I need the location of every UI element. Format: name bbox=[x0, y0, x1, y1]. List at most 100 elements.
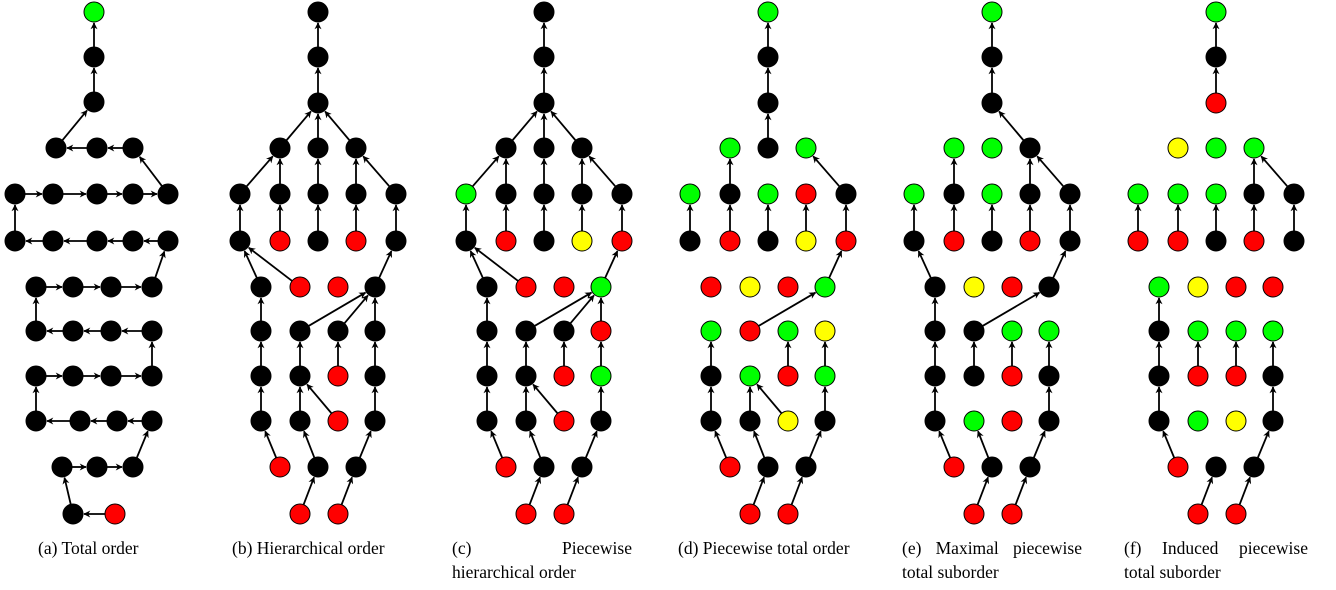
node-a bbox=[141, 410, 163, 432]
edge-b bbox=[324, 110, 351, 141]
node-b bbox=[289, 365, 311, 387]
node-c bbox=[571, 456, 593, 478]
node-a bbox=[42, 230, 64, 252]
node-d bbox=[795, 456, 817, 478]
node-f bbox=[1262, 410, 1284, 432]
node-c bbox=[533, 183, 555, 205]
node-a bbox=[141, 365, 163, 387]
node-b bbox=[327, 365, 349, 387]
node-b bbox=[229, 183, 251, 205]
node-b bbox=[364, 320, 386, 342]
node-b bbox=[345, 137, 367, 159]
node-a bbox=[122, 183, 144, 205]
node-c bbox=[476, 276, 498, 298]
node-d bbox=[757, 92, 779, 114]
node-c bbox=[590, 410, 612, 432]
node-d bbox=[777, 276, 799, 298]
node-e bbox=[963, 503, 985, 525]
node-a bbox=[86, 230, 108, 252]
node-c bbox=[495, 230, 517, 252]
node-b bbox=[250, 365, 272, 387]
node-a bbox=[86, 456, 108, 478]
edge-c bbox=[569, 294, 595, 324]
node-b bbox=[269, 183, 291, 205]
node-f bbox=[1187, 365, 1209, 387]
node-a bbox=[51, 456, 73, 478]
node-e bbox=[963, 365, 985, 387]
node-e bbox=[924, 276, 946, 298]
node-f bbox=[1187, 320, 1209, 342]
figure bbox=[4, 1, 1305, 525]
node-c bbox=[571, 230, 593, 252]
node-f bbox=[1205, 456, 1227, 478]
node-b bbox=[289, 410, 311, 432]
node-e bbox=[1001, 365, 1023, 387]
node-d bbox=[814, 410, 836, 432]
node-c bbox=[476, 410, 498, 432]
node-c bbox=[476, 365, 498, 387]
node-e bbox=[1038, 365, 1060, 387]
node-f bbox=[1127, 183, 1149, 205]
node-f bbox=[1243, 183, 1265, 205]
node-c bbox=[553, 276, 575, 298]
node-b bbox=[307, 456, 329, 478]
node-e bbox=[981, 137, 1003, 159]
edge-b bbox=[248, 246, 293, 282]
node-f bbox=[1262, 365, 1284, 387]
node-b bbox=[327, 276, 349, 298]
node-a bbox=[100, 320, 122, 342]
node-a bbox=[4, 230, 26, 252]
edge-d bbox=[753, 430, 766, 459]
edge-b bbox=[308, 291, 367, 327]
node-c bbox=[533, 92, 555, 114]
node-b bbox=[269, 456, 291, 478]
node-d bbox=[814, 320, 836, 342]
node-a bbox=[25, 365, 47, 387]
node-d bbox=[777, 503, 799, 525]
node-c bbox=[455, 230, 477, 252]
edge-b bbox=[340, 476, 354, 505]
edge-c bbox=[588, 155, 617, 188]
node-f bbox=[1225, 320, 1247, 342]
node-d bbox=[679, 183, 701, 205]
edge-c bbox=[534, 291, 593, 327]
node-c bbox=[553, 320, 575, 342]
caption-a: (a) Total order bbox=[38, 538, 139, 558]
node-e bbox=[924, 320, 946, 342]
node-e bbox=[1019, 137, 1041, 159]
node-b bbox=[345, 230, 367, 252]
node-d bbox=[795, 183, 817, 205]
node-a bbox=[122, 230, 144, 252]
node-b bbox=[307, 46, 329, 68]
node-b bbox=[269, 137, 291, 159]
node-e bbox=[981, 183, 1003, 205]
edge-e bbox=[1032, 430, 1046, 459]
node-a bbox=[83, 91, 105, 113]
edge-b bbox=[243, 250, 258, 279]
caption-b: (b) Hierarchical order bbox=[232, 538, 385, 558]
node-c bbox=[533, 137, 555, 159]
node-e bbox=[1019, 183, 1041, 205]
node-c bbox=[533, 46, 555, 68]
node-c bbox=[476, 320, 498, 342]
node-c bbox=[495, 456, 517, 478]
edge-d bbox=[714, 430, 728, 459]
edge-e bbox=[982, 291, 1041, 327]
node-c bbox=[611, 230, 633, 252]
node-b bbox=[307, 1, 329, 23]
node-d bbox=[777, 410, 799, 432]
edge-c bbox=[471, 155, 500, 188]
node-d bbox=[757, 183, 779, 205]
node-a bbox=[25, 410, 47, 432]
node-e bbox=[943, 230, 965, 252]
node-f bbox=[1167, 456, 1189, 478]
edge-d bbox=[828, 250, 843, 279]
node-a bbox=[62, 365, 84, 387]
node-d bbox=[795, 230, 817, 252]
node-c bbox=[571, 137, 593, 159]
node-f bbox=[1148, 365, 1170, 387]
node-f bbox=[1205, 92, 1227, 114]
node-d bbox=[835, 183, 857, 205]
node-c bbox=[571, 183, 593, 205]
node-d bbox=[757, 46, 779, 68]
